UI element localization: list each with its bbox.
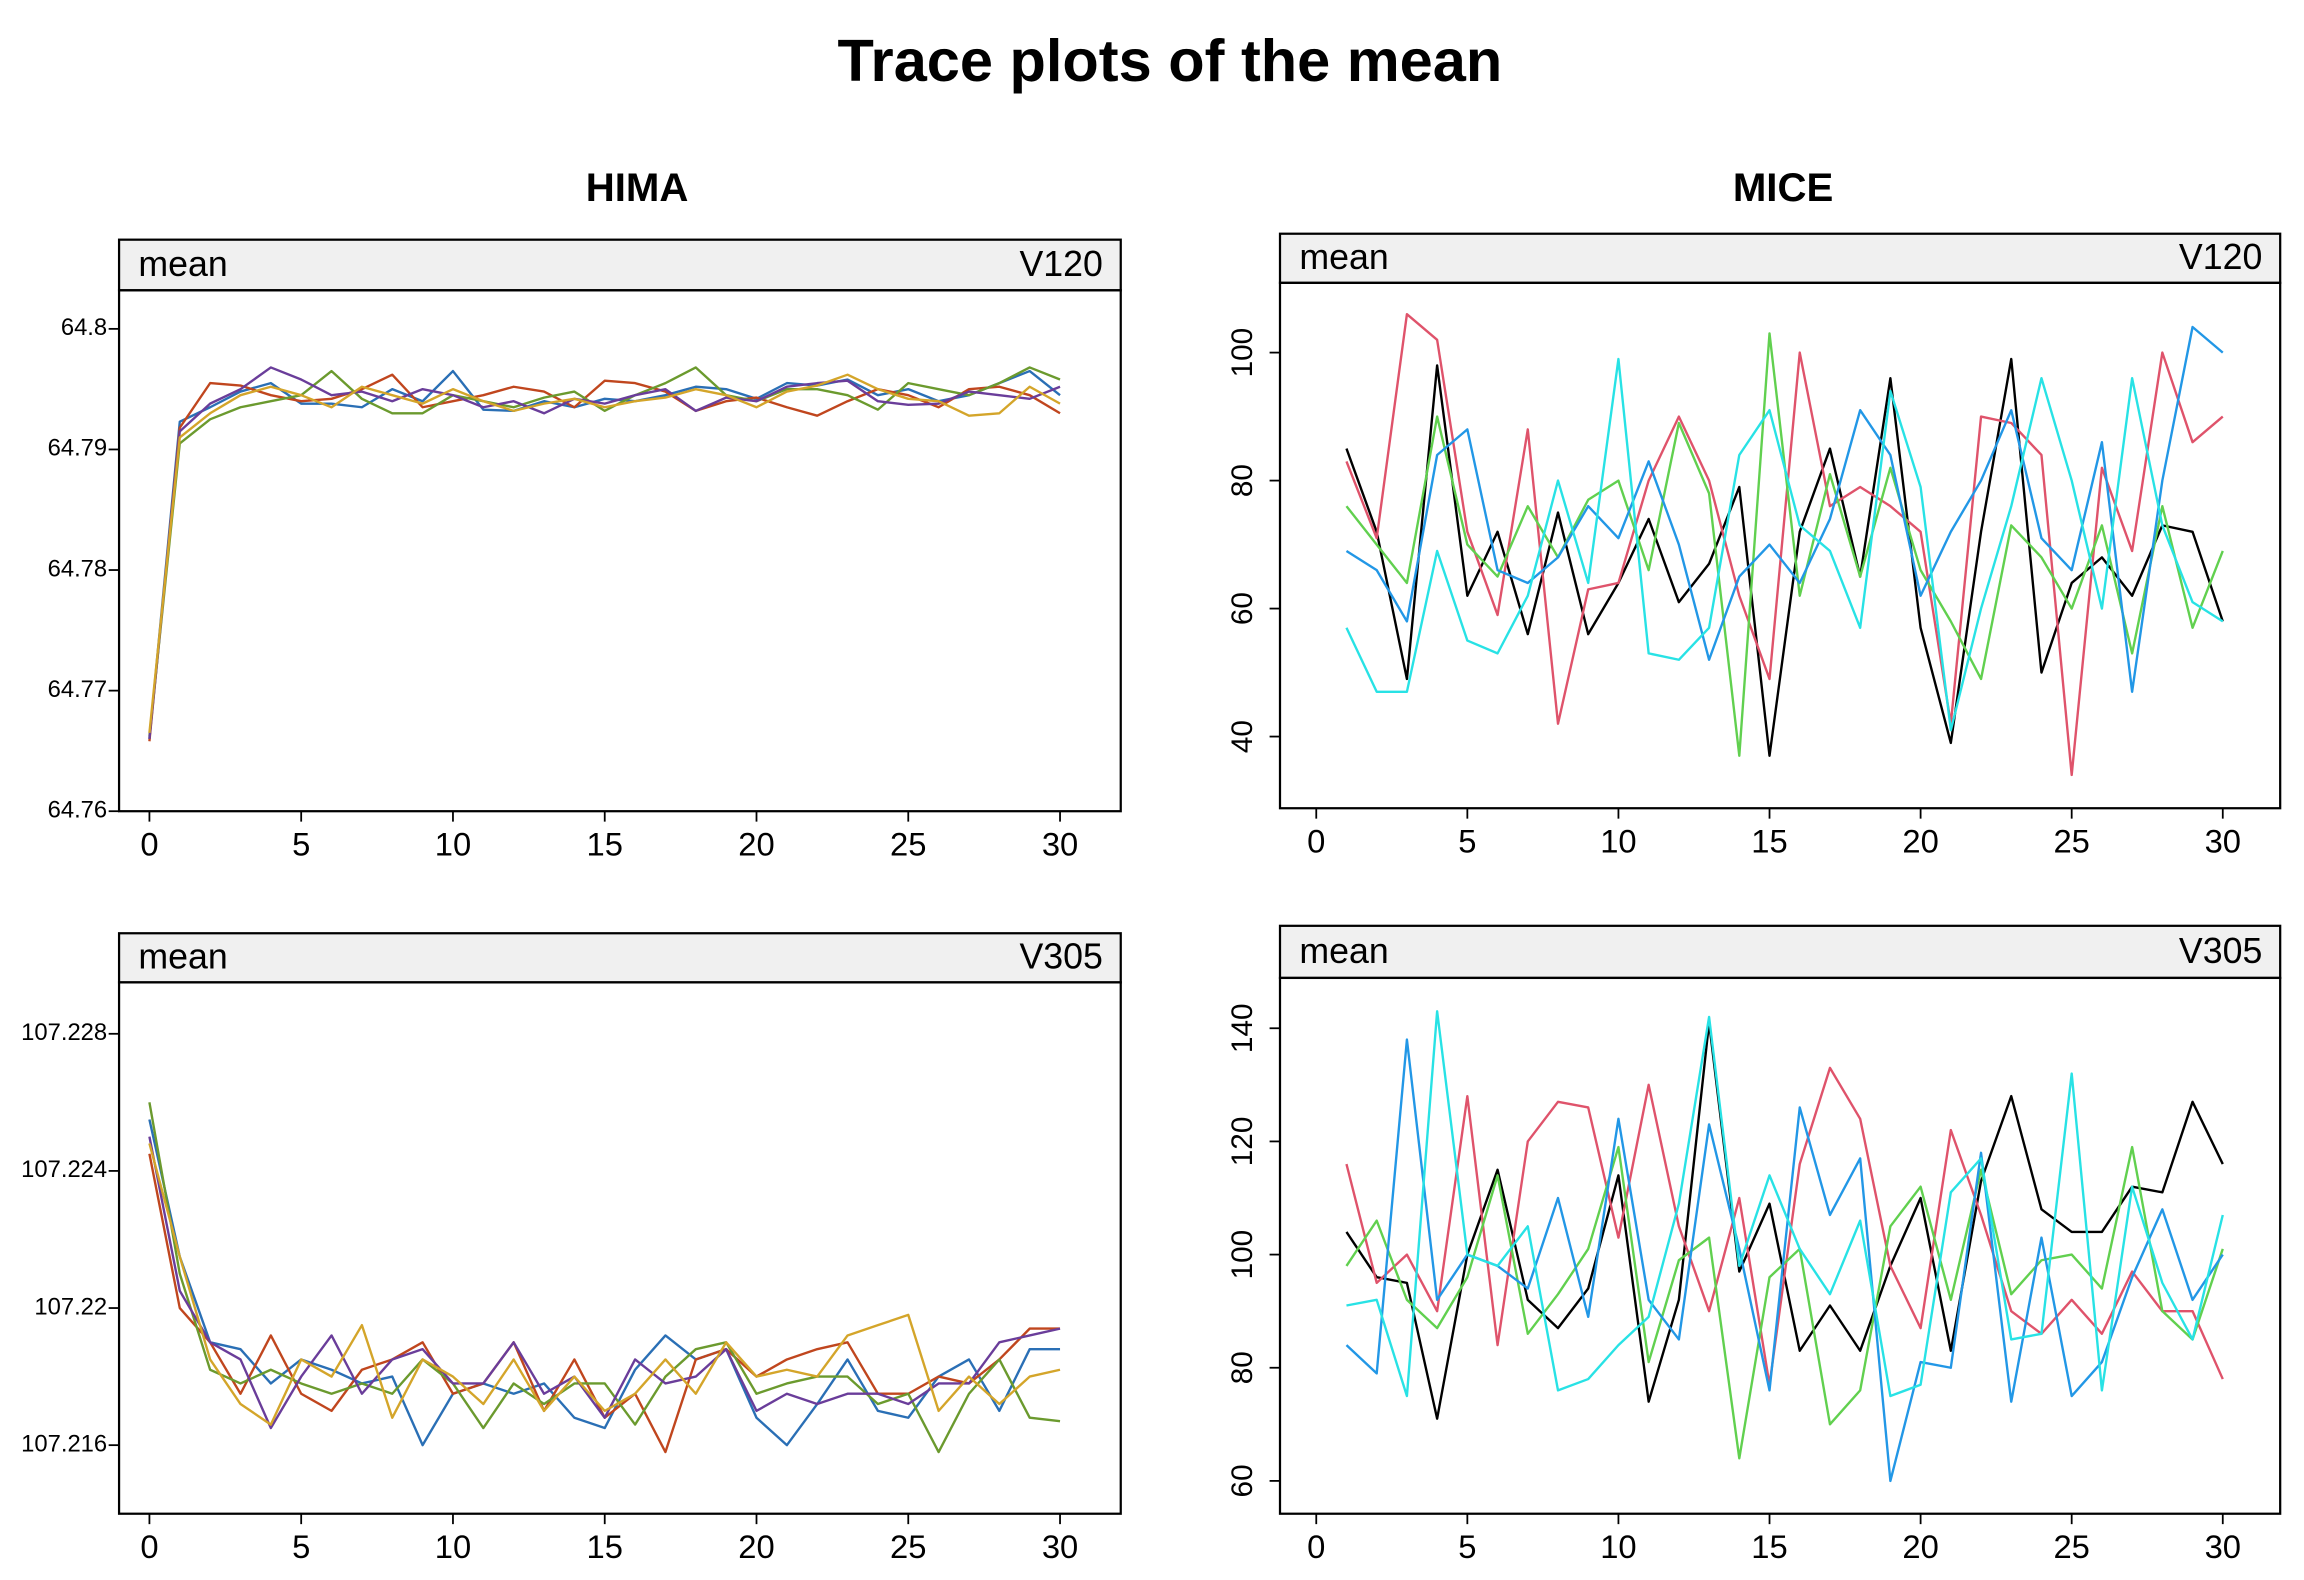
plot-frame <box>117 289 1122 813</box>
x-tick-label: 10 <box>435 826 471 863</box>
strip-label: V305 <box>1019 937 1102 977</box>
x-tick-label: 25 <box>2053 1528 2089 1565</box>
strip <box>117 238 1122 292</box>
x-tick-label: 5 <box>292 1528 310 1565</box>
trace-line <box>1345 357 2224 732</box>
y-tick-label: 107.224 <box>21 1156 107 1183</box>
trace-line <box>148 366 1061 739</box>
x-tick-label: 0 <box>140 826 158 863</box>
trace-line <box>1346 1010 2224 1398</box>
trace-line <box>148 1136 1061 1430</box>
x-tick-label: 25 <box>2053 823 2089 860</box>
y-tick-label: 100 <box>1226 1230 1259 1280</box>
strip-label: mean <box>138 937 227 977</box>
x-tick-label: 0 <box>140 1528 158 1565</box>
y-tick-label: 64.8 <box>61 314 107 341</box>
x-tick-label: 15 <box>587 826 623 863</box>
x-tick-label: 5 <box>292 826 310 863</box>
strip-label: mean <box>138 244 227 284</box>
y-tick-label: 80 <box>1226 1351 1259 1384</box>
x-tick-label: 20 <box>738 826 774 863</box>
trace-line <box>1345 332 2224 757</box>
trace-line <box>148 1143 1061 1426</box>
x-tick-label: 15 <box>1751 823 1787 860</box>
x-tick-label: 5 <box>1458 1528 1476 1565</box>
y-tick-label: 80 <box>1226 464 1259 497</box>
trace-line <box>148 369 1061 739</box>
y-tick-label: 107.216 <box>21 1430 107 1457</box>
trace-line <box>1345 1145 2224 1460</box>
trace-line <box>148 373 1061 742</box>
x-tick-label: 0 <box>1307 823 1325 860</box>
y-tick-label: 40 <box>1226 720 1259 753</box>
x-tick-label: 20 <box>1902 1528 1938 1565</box>
y-tick-label: 120 <box>1226 1117 1259 1167</box>
x-tick-label: 5 <box>1458 823 1476 860</box>
x-tick-label: 15 <box>587 1528 623 1565</box>
strip <box>117 932 1122 984</box>
plot-frame <box>1278 976 2282 1515</box>
plot-frame <box>1278 281 2282 810</box>
x-tick-label: 30 <box>1042 826 1078 863</box>
x-tick-label: 10 <box>1600 1528 1636 1565</box>
strip-label: V120 <box>2179 237 2262 277</box>
strip <box>1278 232 2282 284</box>
x-tick-label: 25 <box>890 826 926 863</box>
y-tick-label: 107.228 <box>21 1019 107 1046</box>
column-title: HIMA <box>586 165 689 210</box>
y-tick-label: 140 <box>1226 1003 1259 1053</box>
trace-line <box>148 373 1061 733</box>
trace-line <box>148 1119 1061 1447</box>
y-tick-label: 64.78 <box>48 555 108 582</box>
x-tick-label: 30 <box>2205 823 2241 860</box>
trace-line <box>148 1102 1061 1454</box>
x-tick-label: 15 <box>1751 1528 1787 1565</box>
x-tick-label: 30 <box>2205 1528 2241 1565</box>
x-tick-label: 25 <box>890 1528 926 1565</box>
strip-label: mean <box>1299 931 1388 971</box>
x-tick-label: 20 <box>1902 823 1938 860</box>
y-tick-label: 107.22 <box>34 1293 107 1320</box>
trace-line <box>1345 1038 2224 1483</box>
strip <box>1278 924 2282 980</box>
trace-line <box>1345 313 2224 777</box>
y-tick-label: 100 <box>1226 328 1259 378</box>
trace-line <box>1345 1066 2224 1386</box>
column-title: MICE <box>1733 165 1833 210</box>
page-title: Trace plots of the mean <box>837 27 1502 94</box>
x-tick-label: 20 <box>738 1528 774 1565</box>
y-tick-label: 64.79 <box>48 435 108 462</box>
strip-label: mean <box>1299 237 1388 277</box>
y-tick-label: 64.77 <box>48 676 108 703</box>
plot-frame <box>117 981 1122 1515</box>
strip-label: V120 <box>1019 244 1102 284</box>
trace-line <box>1345 325 2224 693</box>
x-tick-label: 10 <box>1600 823 1636 860</box>
y-tick-label: 60 <box>1226 1464 1259 1497</box>
y-tick-label: 64.76 <box>48 797 108 824</box>
strip-label: V305 <box>2179 931 2262 971</box>
trace-line <box>148 1153 1061 1454</box>
x-tick-label: 10 <box>435 1528 471 1565</box>
trace-line <box>1345 1021 2224 1420</box>
y-tick-label: 60 <box>1226 592 1259 625</box>
x-tick-label: 0 <box>1307 1528 1325 1565</box>
x-tick-label: 30 <box>1042 1528 1078 1565</box>
trace-line <box>148 366 1061 737</box>
